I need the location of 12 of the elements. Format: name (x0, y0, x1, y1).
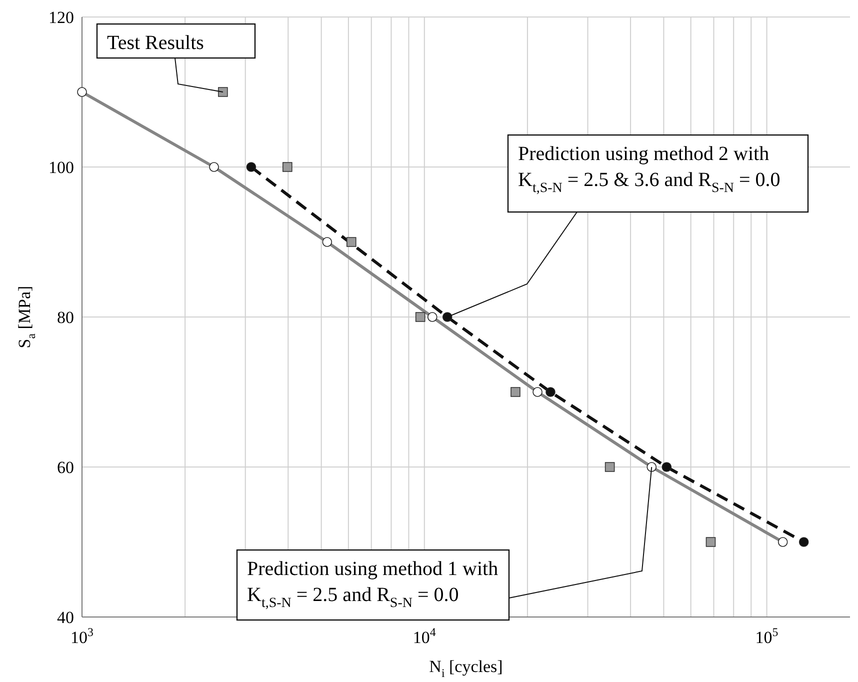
y-tick-label: 60 (57, 458, 74, 477)
y-tick-label: 100 (48, 158, 74, 177)
y-tick-label: 80 (57, 308, 74, 327)
y-tick-label: 40 (57, 608, 74, 627)
x-tick-label: 10$^{5}$ (755, 625, 778, 647)
annotation: Test Results (107, 32, 204, 54)
x-axis-title: N$_{i}$ [cycles] (429, 657, 503, 680)
y-tick-label: 120 (48, 8, 74, 27)
annotation: Prediction using method 2 with K$_{t,S-N}$ = 2.5 & 3.6 and R$_{S-N}$ = 0.0 (518, 143, 780, 196)
x-tick-label: 10$^{3}$ (70, 625, 94, 647)
annotation: Prediction using method 1 with K$_{t,S-N}$ = 2.5 and R$_{S-N}$ = 0.0 (247, 558, 498, 611)
x-tick-label: 10$^{4}$ (412, 625, 436, 647)
